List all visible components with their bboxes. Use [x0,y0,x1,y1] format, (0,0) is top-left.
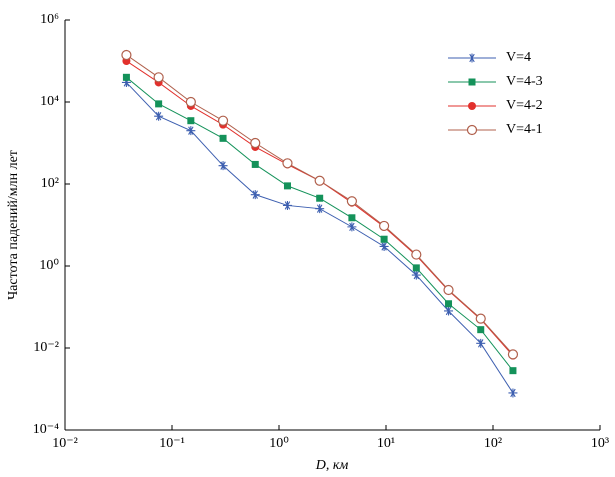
marker [121,49,132,61]
marker [379,220,390,232]
marker [411,270,421,280]
marker [348,214,356,222]
series-line [126,76,514,371]
marker [507,349,519,360]
y-tick-label: 10² [41,176,59,191]
marker [476,338,486,348]
marker [217,115,229,126]
marker [346,196,357,207]
y-tick-label: 10⁶ [40,12,59,27]
marker [153,72,164,83]
x-tick-label: 10³ [591,436,609,451]
marker [250,137,261,149]
marker [466,124,478,136]
marker [347,222,357,232]
marker [445,300,453,308]
x-tick-label: 10² [484,436,502,451]
legend-label: V=4-2 [506,98,543,113]
marker [412,264,420,272]
x-tick-label: 10⁻² [52,436,78,451]
marker [250,190,260,200]
marker [467,53,477,63]
x-tick-label: 10¹ [377,436,395,451]
marker [315,204,325,214]
series-line [126,82,514,394]
marker [477,326,485,334]
legend-label: V=4-1 [506,122,543,137]
marker [509,367,517,375]
marker [282,200,292,210]
x-tick-label: 10⁻¹ [159,436,185,451]
marker [186,126,196,136]
marker [380,235,388,243]
legend-label: V=4-3 [506,74,543,89]
marker [122,73,130,81]
x-tick-label: 10⁰ [269,436,289,451]
y-tick-label: 10⁴ [40,94,59,109]
marker [187,117,195,125]
marker [444,306,454,316]
marker [218,161,228,171]
marker [219,134,227,142]
x-axis-label: D, км [315,458,349,473]
marker [443,284,454,296]
marker [411,249,422,260]
marker [155,100,163,108]
marker [316,194,324,202]
legend-label: V=4 [506,50,531,65]
y-tick-label: 10⁰ [39,258,59,273]
marker [185,96,196,108]
marker [154,111,164,121]
marker [283,182,291,190]
marker [282,158,293,169]
marker [121,77,131,87]
marker [468,102,476,110]
marker [379,241,389,251]
y-tick-label: 10⁻² [33,340,59,355]
y-axis-label: Частота падений/млн лет [6,150,21,300]
marker [251,160,259,168]
marker [475,313,486,324]
marker [314,175,325,186]
marker [508,388,518,398]
y-tick-label: 10⁻⁴ [33,422,59,437]
marker [468,78,476,86]
